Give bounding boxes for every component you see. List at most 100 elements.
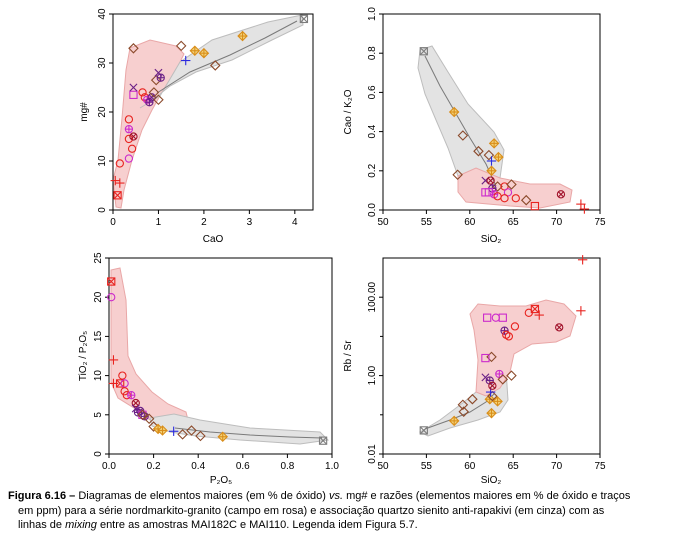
data-point (186, 425, 197, 436)
data-point (530, 201, 540, 211)
mixing-line (174, 427, 323, 439)
y-tick-label: 10 (97, 155, 108, 167)
y-tick-label: 0.01 (367, 444, 378, 464)
x-tick-label: 0 (110, 217, 116, 228)
data-point (189, 45, 201, 57)
data-point (483, 313, 492, 322)
data-point (168, 426, 179, 436)
x-tick-label: 50 (377, 217, 389, 228)
rose-field (457, 167, 573, 209)
data-point (129, 83, 138, 92)
data-point (534, 310, 544, 320)
data-point (576, 306, 586, 316)
data-point (107, 277, 116, 286)
data-point (299, 14, 309, 24)
data-point (488, 381, 497, 390)
caption-figure-label: Figura 6.16 – (8, 490, 79, 502)
data-point (511, 194, 520, 203)
data-point (487, 390, 498, 402)
data-point (124, 134, 134, 144)
data-point (457, 399, 469, 411)
data-point (498, 313, 507, 322)
data-point (457, 130, 469, 141)
data-point (209, 60, 221, 71)
data-point (124, 124, 134, 134)
caption-mixing: mixing (65, 519, 97, 531)
data-point (504, 332, 514, 341)
x-tick-label: 70 (551, 217, 563, 228)
y-tick-label: 30 (97, 57, 108, 69)
data-point (198, 47, 210, 59)
y-tick-label: 10 (93, 370, 104, 382)
chart-sio2-rb-sr: 50 55 60 65 70 75 0.01 1.00 100.00 SiO₂ Rb / Sr (343, 255, 606, 486)
x-tick-label: 60 (464, 461, 476, 472)
data-point (500, 326, 509, 335)
data-point (486, 156, 497, 166)
data-point (495, 369, 504, 379)
data-point (115, 178, 125, 188)
data-point (458, 406, 470, 417)
data-point (483, 149, 495, 161)
data-point (419, 426, 428, 435)
y-axis-label: Cao / K₂O (343, 89, 354, 134)
data-point (520, 194, 532, 206)
y-tick-label: 0 (93, 451, 104, 457)
data-point (448, 415, 460, 427)
data-point (579, 204, 590, 214)
data-point (138, 88, 147, 97)
data-point (486, 165, 497, 177)
data-point (157, 425, 168, 436)
data-point (129, 132, 138, 141)
mixing-line (424, 55, 497, 187)
mixing-line (156, 20, 298, 94)
data-point (138, 410, 147, 419)
data-point (107, 293, 116, 302)
x-tick-label: 1 (156, 217, 162, 228)
data-point (484, 393, 496, 405)
x-tick-label: 55 (421, 217, 433, 228)
data-point (500, 182, 509, 191)
x-axis-label: P₂O₅ (210, 475, 232, 486)
data-point (120, 379, 129, 388)
data-point (115, 159, 124, 168)
x-tick-label: 3 (247, 217, 253, 228)
data-point (128, 43, 139, 54)
data-point (473, 145, 484, 157)
gray-field (149, 413, 330, 445)
y-tick-label: 0.4 (367, 124, 378, 138)
x-tick-label: 0.2 (147, 461, 161, 472)
data-point (497, 374, 509, 385)
data-point (506, 179, 517, 190)
y-tick-label: 25 (93, 252, 104, 264)
x-tick-label: 0.6 (236, 461, 250, 472)
x-tick-label: 2 (201, 217, 207, 228)
caption-text: linhas de (18, 519, 66, 531)
y-tick-label: 1.0 (367, 7, 378, 21)
x-tick-label: 55 (421, 461, 433, 472)
data-point (503, 188, 513, 197)
x-tick-label: 75 (594, 217, 606, 228)
y-axis-label: mg# (79, 102, 90, 122)
y-tick-label: 100.00 (367, 281, 378, 312)
caption-text: mg# e razões (elementos maiores em % de … (343, 490, 631, 502)
y-axis-label: Rb / Sr (343, 340, 354, 372)
data-point (481, 353, 490, 363)
data-point (195, 430, 206, 442)
data-point (452, 169, 463, 180)
axis-ticks: 50 55 60 65 70 75 0.01 1.00 100.00 (367, 281, 606, 472)
data-point (448, 106, 460, 118)
rose-field (110, 267, 191, 429)
data-point (492, 396, 503, 407)
y-axis-label: TiO₂ / P₂O₅ (78, 331, 89, 381)
data-point (488, 138, 500, 149)
data-point (127, 391, 136, 400)
data-point (120, 387, 129, 396)
data-point (530, 304, 540, 314)
caption-text: entre as amostras MAI182C e MAI110. Lege… (96, 519, 418, 531)
data-point (118, 371, 127, 380)
data-point (419, 47, 428, 56)
x-tick-label: 0.8 (280, 461, 294, 472)
x-axis-label: CaO (203, 234, 224, 245)
